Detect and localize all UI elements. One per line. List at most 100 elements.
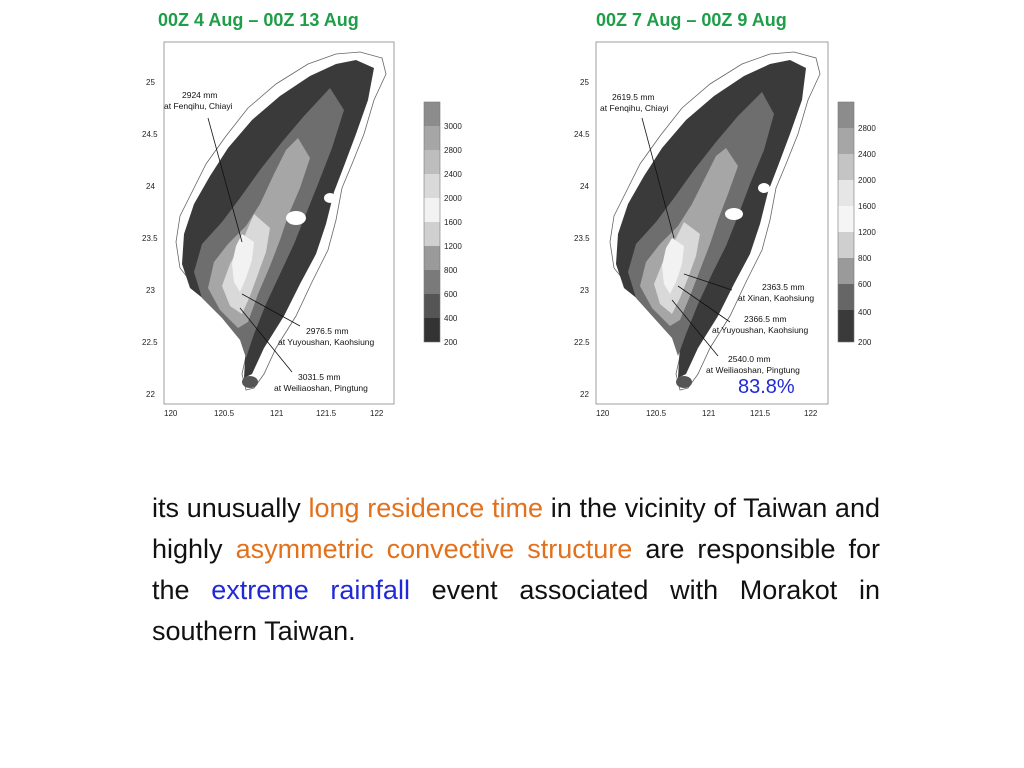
- annotation-value: 3031.5 mm: [298, 372, 341, 382]
- annotation-leader: [641, 117, 675, 239]
- x-tick: 122: [370, 409, 384, 418]
- x-tick: 120: [164, 409, 178, 418]
- annotation-station: at Xinan, Kaohsiung: [738, 293, 814, 303]
- colorbar-swatch: [424, 294, 440, 318]
- colorbar-swatch: [838, 258, 854, 284]
- colorbar-label: 600: [444, 290, 458, 299]
- annotation-station: at Fenqihu, Chiayi: [164, 101, 233, 111]
- y-tick: 23.5: [574, 234, 590, 243]
- island-small: [676, 376, 692, 388]
- colorbar-label: 2000: [444, 194, 462, 203]
- colorbar-label: 400: [444, 314, 458, 323]
- contour-3000: [232, 234, 254, 292]
- colorbar-label: 2400: [858, 150, 876, 159]
- annotation-leader: [241, 293, 301, 327]
- white-patch: [286, 211, 306, 225]
- colorbar-swatch: [424, 174, 440, 198]
- annotation-station: at Weiliaoshan, Pingtung: [706, 365, 800, 375]
- annotation-station: at Yuyoushan, Kaohsiung: [278, 337, 375, 347]
- y-tick: 22.5: [574, 338, 590, 347]
- text-segment: event associated with Morakot in souther…: [152, 575, 880, 646]
- colorbar-label: 2400: [444, 170, 462, 179]
- colorbar-label: 1200: [858, 228, 876, 237]
- annotation-station: at Fenqihu, Chiayi: [600, 103, 669, 113]
- left-rainfall-map: 2924 mm at Fenqihu, Chiayi 2976.5 mm at …: [142, 41, 462, 418]
- colorbar: 3000 2800 2400 2000 1600 1200 800 600 40…: [423, 101, 462, 347]
- colorbar: 2800 2400 2000 1600 1200 800 600 400 200: [837, 101, 876, 347]
- annotation-leader: [239, 307, 293, 373]
- annotation-leader: [207, 117, 243, 243]
- y-tick: 23: [580, 286, 589, 295]
- x-tick: 122: [804, 409, 818, 418]
- colorbar-swatch: [424, 150, 440, 174]
- colorbar-swatch: [838, 128, 854, 154]
- annotation-station: at Yuyoushan, Kaohsiung: [712, 325, 809, 335]
- colorbar-swatch: [838, 232, 854, 258]
- colorbar-label: 2000: [858, 176, 876, 185]
- white-patch: [758, 183, 770, 193]
- colorbar-label: 1200: [444, 242, 462, 251]
- colorbar-swatch: [424, 198, 440, 222]
- text-segment: its unusually: [152, 493, 309, 523]
- colorbar-label: 400: [858, 308, 872, 317]
- annotation-leader: [677, 285, 731, 323]
- annotation-station: at Weiliaoshan, Pingtung: [274, 383, 368, 393]
- highlight-extreme-rainfall: extreme rainfall: [211, 575, 410, 605]
- annotation-value: 2619.5 mm: [612, 92, 655, 102]
- y-tick: 24: [580, 182, 589, 191]
- annotation-value: 2363.5 mm: [762, 282, 805, 292]
- colorbar-label: 200: [858, 338, 872, 347]
- colorbar-label: 2800: [858, 124, 876, 133]
- annotation-value: 2366.5 mm: [744, 314, 787, 324]
- annotation-value: 2976.5 mm: [306, 326, 349, 336]
- y-axis: 25 24.5 24 23.5 23 22.5 22: [574, 78, 590, 399]
- colorbar-swatch: [424, 246, 440, 270]
- y-tick: 23.5: [142, 234, 158, 243]
- y-tick: 24.5: [142, 130, 158, 139]
- colorbar-swatch: [838, 180, 854, 206]
- y-tick: 22: [146, 390, 155, 399]
- text-segment: are responsible for the: [152, 534, 881, 605]
- x-tick: 121.5: [316, 409, 337, 418]
- colorbar-label: 1600: [444, 218, 462, 227]
- x-tick: 121.5: [750, 409, 771, 418]
- right-map-title: 00Z 7 Aug – 00Z 9 Aug: [596, 10, 787, 30]
- text-segment: in the vicinity of Taiwan and highly: [152, 493, 880, 564]
- white-patch: [324, 193, 336, 203]
- x-tick: 121: [702, 409, 716, 418]
- left-map-title: 00Z 4 Aug – 00Z 13 Aug: [158, 10, 359, 30]
- x-tick: 120.5: [214, 409, 235, 418]
- colorbar-label: 800: [858, 254, 872, 263]
- percent-label: 83.8%: [738, 376, 795, 398]
- y-tick: 23: [146, 286, 155, 295]
- x-tick: 121: [270, 409, 284, 418]
- y-tick: 24: [146, 182, 155, 191]
- y-tick: 22: [580, 390, 589, 399]
- x-tick: 120: [596, 409, 610, 418]
- colorbar-swatch: [838, 284, 854, 310]
- x-axis: 120 120.5 121 121.5 122: [596, 409, 818, 418]
- colorbar-swatch: [838, 154, 854, 180]
- x-axis: 120 120.5 121 121.5 122: [164, 409, 384, 418]
- colorbar-swatch: [424, 102, 440, 126]
- highlight-asymmetric-structure: asymmetric convective structure: [235, 534, 633, 564]
- annotation-value: 2540.0 mm: [728, 354, 771, 364]
- summary-paragraph: its unusually long residence time in the…: [152, 488, 880, 652]
- colorbar-label: 2800: [444, 146, 462, 155]
- colorbar-swatch: [424, 270, 440, 294]
- colorbar-label: 3000: [444, 122, 462, 131]
- colorbar-swatch: [424, 222, 440, 246]
- right-rainfall-map: 2619.5 mm at Fenqihu, Chiayi 2363.5 mm a…: [574, 41, 876, 418]
- colorbar-swatch: [838, 102, 854, 128]
- contour-2800: [662, 238, 684, 294]
- colorbar-swatch: [424, 126, 440, 150]
- white-patch: [725, 208, 743, 220]
- y-tick: 24.5: [574, 130, 590, 139]
- colorbar-label: 600: [858, 280, 872, 289]
- island-small: [242, 376, 258, 388]
- y-tick: 22.5: [142, 338, 158, 347]
- y-axis: 25 24.5 24 23.5 23 22.5 22: [142, 78, 158, 399]
- y-tick: 25: [580, 78, 589, 87]
- colorbar-swatch: [838, 310, 854, 342]
- highlight-long-residence-time: long residence time: [308, 493, 544, 523]
